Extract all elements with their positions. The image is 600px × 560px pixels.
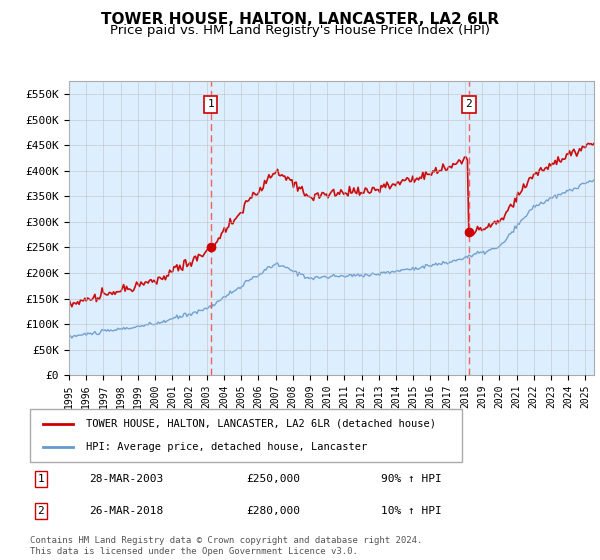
Text: 26-MAR-2018: 26-MAR-2018 bbox=[89, 506, 164, 516]
Text: 10% ↑ HPI: 10% ↑ HPI bbox=[381, 506, 442, 516]
Text: £280,000: £280,000 bbox=[246, 506, 300, 516]
Text: Contains HM Land Registry data © Crown copyright and database right 2024.
This d: Contains HM Land Registry data © Crown c… bbox=[30, 536, 422, 556]
Text: 1: 1 bbox=[37, 474, 44, 484]
Text: £250,000: £250,000 bbox=[246, 474, 300, 484]
Text: 1: 1 bbox=[207, 99, 214, 109]
Text: 2: 2 bbox=[466, 99, 472, 109]
Text: 28-MAR-2003: 28-MAR-2003 bbox=[89, 474, 164, 484]
FancyBboxPatch shape bbox=[30, 409, 462, 462]
Text: TOWER HOUSE, HALTON, LANCASTER, LA2 6LR (detached house): TOWER HOUSE, HALTON, LANCASTER, LA2 6LR … bbox=[86, 419, 436, 429]
Text: Price paid vs. HM Land Registry's House Price Index (HPI): Price paid vs. HM Land Registry's House … bbox=[110, 24, 490, 37]
Text: TOWER HOUSE, HALTON, LANCASTER, LA2 6LR: TOWER HOUSE, HALTON, LANCASTER, LA2 6LR bbox=[101, 12, 499, 27]
Text: HPI: Average price, detached house, Lancaster: HPI: Average price, detached house, Lanc… bbox=[86, 442, 367, 452]
Text: 90% ↑ HPI: 90% ↑ HPI bbox=[381, 474, 442, 484]
Text: 2: 2 bbox=[37, 506, 44, 516]
